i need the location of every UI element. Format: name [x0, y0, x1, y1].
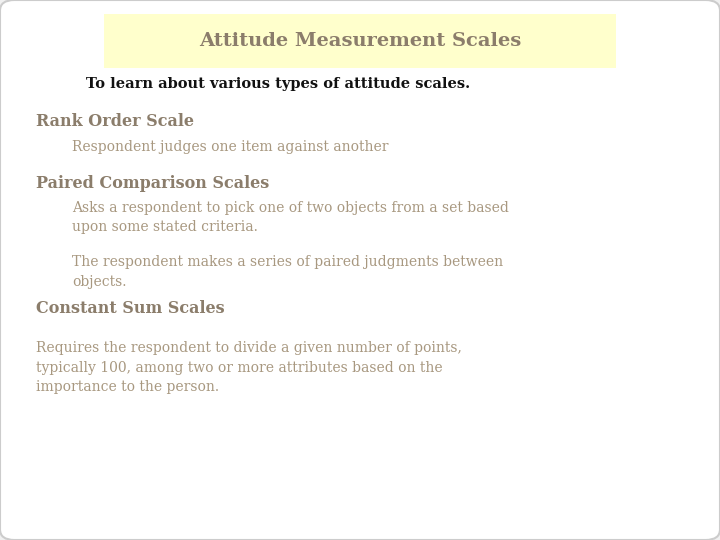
Text: Rank Order Scale: Rank Order Scale — [36, 113, 194, 130]
Text: Respondent judges one item against another: Respondent judges one item against anoth… — [72, 140, 389, 154]
Text: Asks a respondent to pick one of two objects from a set based
upon some stated c: Asks a respondent to pick one of two obj… — [72, 201, 509, 234]
Text: Constant Sum Scales: Constant Sum Scales — [36, 300, 225, 316]
Text: The respondent makes a series of paired judgments between
objects.: The respondent makes a series of paired … — [72, 255, 503, 289]
Text: Paired Comparison Scales: Paired Comparison Scales — [36, 176, 269, 192]
FancyBboxPatch shape — [104, 14, 616, 68]
Text: Attitude Measurement Scales: Attitude Measurement Scales — [199, 31, 521, 50]
Text: To learn about various types of attitude scales.: To learn about various types of attitude… — [86, 77, 471, 91]
Text: Requires the respondent to divide a given number of points,
typically 100, among: Requires the respondent to divide a give… — [36, 341, 462, 394]
